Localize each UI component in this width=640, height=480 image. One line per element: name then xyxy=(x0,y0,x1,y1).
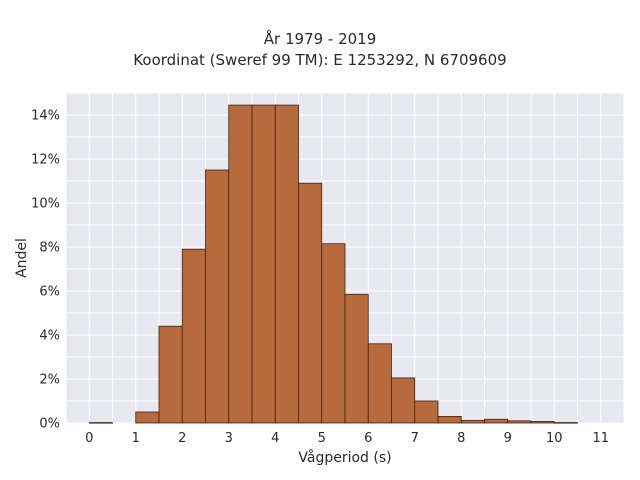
x-tick-label: 5 xyxy=(318,431,326,446)
y-tick-label: 8% xyxy=(39,241,60,256)
y-tick-label: 12% xyxy=(31,153,60,168)
histogram-bar xyxy=(367,343,392,424)
x-tick-label: 2 xyxy=(178,431,186,446)
chart-subtitle: Koordinat (Sweref 99 TM): E 1253292, N 6… xyxy=(133,51,507,69)
x-tick-label: 9 xyxy=(504,431,512,446)
y-tick-label: 14% xyxy=(31,109,60,124)
histogram-bar xyxy=(298,182,323,424)
y-tick-label: 0% xyxy=(39,417,60,432)
histogram-bar xyxy=(437,415,462,424)
histogram-bar xyxy=(460,419,485,424)
histogram-bar xyxy=(158,325,183,424)
x-tick-label: 10 xyxy=(546,431,563,446)
histogram-bar xyxy=(205,169,230,424)
histogram-bar xyxy=(391,377,416,424)
histogram-bar xyxy=(507,420,532,424)
y-tick-label: 10% xyxy=(31,197,60,212)
histogram-bar xyxy=(484,418,509,424)
y-tick-label: 6% xyxy=(39,285,60,300)
x-tick-label: 4 xyxy=(271,431,279,446)
histogram-bar xyxy=(553,422,578,424)
histogram-bar xyxy=(274,104,299,424)
chart-title: År 1979 - 2019 xyxy=(263,30,377,48)
x-tick-label: 6 xyxy=(364,431,372,446)
histogram-bar xyxy=(228,104,253,424)
histogram-bar xyxy=(88,422,113,424)
x-tick-label: 7 xyxy=(411,431,419,446)
histogram-bar xyxy=(251,104,276,424)
x-tick-label: 11 xyxy=(592,431,609,446)
y-tick-label: 2% xyxy=(39,373,60,388)
histogram-bar xyxy=(344,293,369,424)
x-tick-label: 8 xyxy=(457,431,465,446)
histogram-bar xyxy=(414,400,439,424)
histogram-bar xyxy=(530,421,555,424)
y-axis-label: Andel xyxy=(14,238,30,278)
x-tick-label: 3 xyxy=(225,431,233,446)
x-axis-label: Vågperiod (s) xyxy=(298,449,391,466)
histogram-bar xyxy=(135,411,160,424)
x-tick-label: 0 xyxy=(85,431,93,446)
y-tick-label: 4% xyxy=(39,329,60,344)
histogram-bar xyxy=(181,248,206,424)
histogram-bar xyxy=(321,243,346,424)
x-tick-label: 1 xyxy=(132,431,140,446)
